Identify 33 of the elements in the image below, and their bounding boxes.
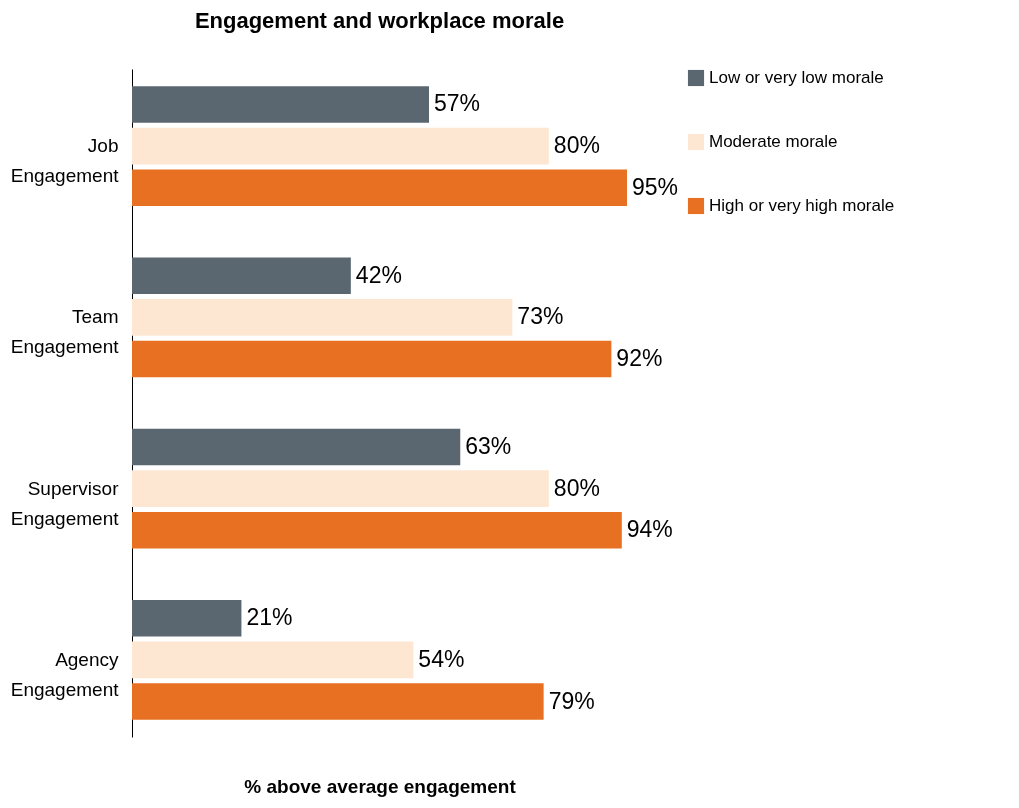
data-label: 57% bbox=[434, 90, 481, 117]
bar bbox=[132, 257, 351, 295]
data-label: 63% bbox=[465, 433, 512, 460]
legend-label: Moderate morale bbox=[709, 132, 838, 151]
bar bbox=[132, 599, 242, 637]
y-tick-label: Supervisor Engagement bbox=[10, 477, 120, 529]
x-axis-title: % above average engagement bbox=[244, 775, 517, 797]
data-label: 54% bbox=[418, 645, 465, 672]
bar bbox=[132, 340, 612, 378]
bar bbox=[132, 169, 627, 207]
bar bbox=[132, 86, 429, 123]
data-label: 42% bbox=[355, 261, 402, 288]
data-label: 79% bbox=[548, 687, 595, 714]
data-label: 92% bbox=[616, 344, 663, 371]
bar bbox=[132, 127, 549, 165]
data-label: 80% bbox=[553, 132, 600, 159]
bar bbox=[132, 641, 414, 679]
data-label: 95% bbox=[632, 173, 679, 200]
bar bbox=[132, 470, 549, 507]
y-tick-label: Agency Engagement bbox=[10, 648, 120, 700]
y-tick-label: Job Engagement bbox=[10, 135, 120, 187]
legend-label: High or very high morale bbox=[709, 196, 895, 215]
data-label: 73% bbox=[517, 303, 564, 330]
chart-title: Engagement and workplace morale bbox=[194, 8, 565, 33]
legend-label: Low or very low morale bbox=[709, 68, 884, 87]
data-label: 80% bbox=[553, 474, 600, 501]
bar bbox=[132, 299, 513, 336]
bar bbox=[132, 683, 544, 720]
bar bbox=[132, 511, 622, 549]
data-label: 21% bbox=[246, 604, 293, 631]
data-label: 94% bbox=[626, 516, 673, 543]
y-tick-label: Team Engagement bbox=[10, 306, 120, 358]
bar bbox=[132, 428, 461, 466]
